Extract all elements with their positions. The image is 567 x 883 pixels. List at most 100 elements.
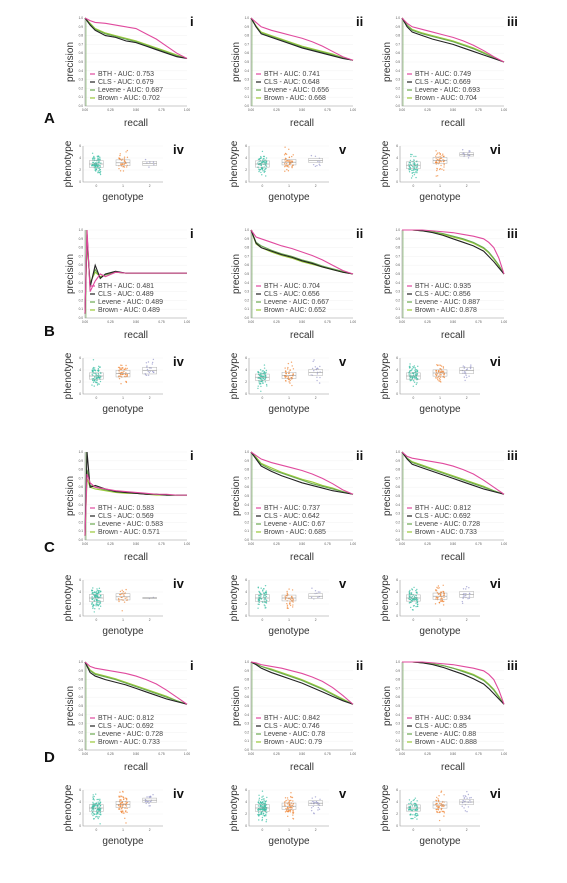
data-point: [258, 794, 260, 797]
data-point: [290, 596, 293, 598]
data-point: [264, 607, 266, 609]
data-point: [260, 805, 262, 807]
axis-lines: [399, 790, 480, 827]
axis-lines: [250, 452, 353, 541]
panel-d-ii: 0.0 0.1 0.2 0.3 0.4 0.5 0.6 0.7 0.8 0.9 1.0 0.00 0.2…: [231, 658, 363, 773]
axis-lines: [248, 580, 329, 617]
panel-label: v: [339, 142, 347, 157]
y-tick-label: 0.0: [396, 748, 401, 752]
x-tick-label: 0.00: [399, 542, 405, 546]
data-point: [263, 159, 266, 161]
data-point: [289, 369, 291, 371]
panel-label: iv: [173, 786, 185, 801]
pr-curve-levene: [250, 451, 354, 495]
data-point: [96, 798, 98, 801]
legend-entry: Levene - AUC: 0.687: [98, 87, 163, 94]
y-tick-label: 0.8: [245, 678, 250, 682]
pr-curve-levene: [84, 17, 188, 60]
data-point: [95, 809, 98, 811]
data-point: [265, 371, 267, 373]
data-point: [92, 811, 94, 813]
data-point: [290, 795, 292, 798]
panel-c-vi: 0 2 4 6 0 1 2 phenotype genotype vi: [380, 574, 501, 637]
y-tick-label: 0.4: [79, 69, 84, 73]
data-point: [91, 605, 94, 607]
data-point: [119, 153, 121, 155]
data-point: [415, 605, 417, 608]
y-tick-label: 4: [396, 368, 398, 372]
y-tick-label: 2: [396, 812, 398, 816]
data-point: [100, 594, 102, 597]
y-tick-label: 6: [396, 788, 398, 792]
data-point: [412, 169, 414, 171]
data-point: [144, 158, 147, 161]
panel-label: ii: [356, 448, 363, 463]
data-point: [265, 815, 267, 817]
y-tick-label: 6: [245, 578, 247, 582]
data-point: [441, 597, 443, 600]
data-point: [265, 375, 267, 377]
data-point: [266, 796, 268, 799]
data-point: [408, 163, 410, 166]
data-point: [310, 809, 313, 812]
data-point: [95, 603, 97, 606]
data-point: [409, 363, 411, 365]
legend-entry: Levene - AUC: 0.667: [264, 299, 329, 306]
data-point: [265, 821, 267, 823]
data-point: [93, 385, 95, 387]
x-tick-label: 0: [412, 618, 414, 622]
legend-entry: CLS - AUC: 0.746: [264, 723, 320, 730]
y-tick-label: 0.9: [79, 459, 84, 463]
data-point: [466, 810, 468, 813]
data-point: [98, 376, 101, 379]
data-point: [442, 590, 444, 593]
legend-entry: BTH - AUC: 0.935: [415, 283, 471, 290]
data-point: [292, 814, 294, 816]
data-point: [286, 607, 289, 609]
data-point: [146, 365, 148, 367]
data-point: [263, 592, 266, 594]
data-point: [434, 803, 437, 805]
y-tick-label: 0.0: [245, 316, 250, 320]
data-point: [414, 367, 416, 369]
x-tick-label: 0.50: [133, 542, 139, 546]
y-tick-label: 4: [245, 590, 247, 594]
data-point: [439, 376, 442, 378]
data-point: [317, 803, 319, 806]
data-point: [464, 371, 467, 373]
x-tick-label: 1: [288, 396, 290, 400]
x-tick-label: 0.00: [248, 542, 254, 546]
data-point: [409, 379, 412, 382]
y-tick-label: 0.0: [245, 104, 250, 108]
y-axis-label: phenotype: [380, 574, 391, 621]
data-point: [262, 155, 265, 158]
data-point: [463, 807, 465, 809]
pr-curve-levene: [250, 661, 354, 705]
y-tick-label: 0.5: [79, 704, 84, 708]
y-tick-label: 0.1: [245, 307, 250, 311]
data-point: [97, 805, 99, 807]
data-point: [317, 591, 320, 593]
data-point: [468, 587, 470, 589]
panel-a-vi: 0 2 4 6 0 1 2 phenotype genotype vi: [380, 140, 501, 203]
data-point: [95, 170, 97, 172]
data-point: [97, 798, 99, 801]
y-tick-label: 0.3: [245, 78, 250, 82]
panel-label: v: [339, 354, 347, 369]
y-tick-label: 0.6: [396, 485, 401, 489]
data-point: [411, 169, 413, 172]
data-point: [468, 595, 471, 597]
data-point: [412, 799, 414, 802]
data-point: [416, 165, 419, 167]
data-point: [148, 166, 150, 168]
data-point: [121, 163, 123, 166]
data-point: [98, 813, 101, 815]
data-point: [291, 796, 294, 799]
data-point: [316, 373, 319, 375]
panel-label: vi: [490, 786, 501, 801]
data-point: [443, 815, 445, 817]
axis-lines: [399, 358, 480, 395]
data-point: [285, 372, 287, 375]
pr-curve-bth: [84, 17, 188, 59]
data-point: [126, 811, 128, 814]
